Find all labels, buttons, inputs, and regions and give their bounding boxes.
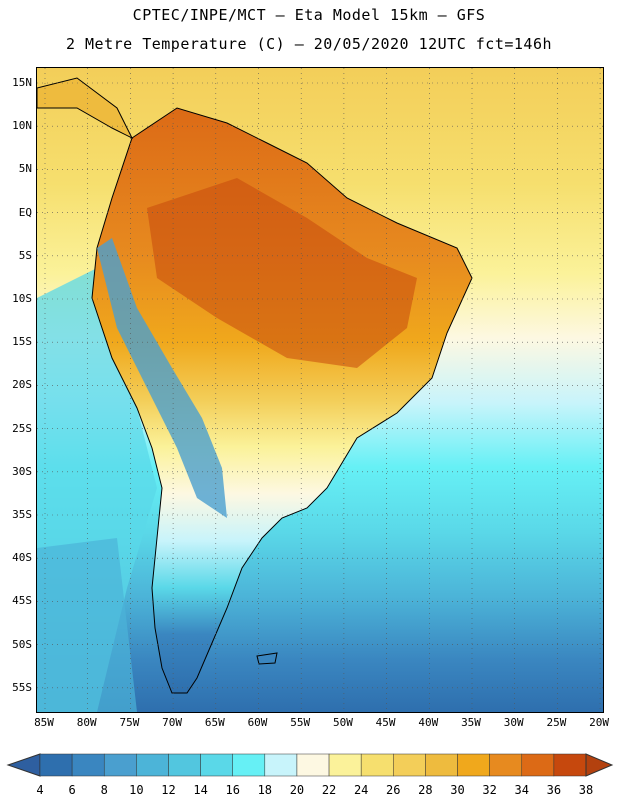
colorbar-segment bbox=[489, 753, 523, 777]
andes-cold-strip bbox=[97, 238, 227, 518]
colorbar-tick-label: 36 bbox=[546, 783, 562, 797]
colorbar-low-arrow bbox=[6, 753, 41, 777]
falkland-islands bbox=[256, 652, 278, 665]
longitude-label: 30W bbox=[503, 716, 524, 729]
latitude-label: 5N bbox=[18, 162, 32, 176]
colorbar-tick-label: 8 bbox=[100, 783, 108, 797]
colorbar-segment bbox=[103, 753, 137, 777]
longitude-label: 80W bbox=[76, 716, 97, 729]
colorbar-tick-label: 6 bbox=[68, 783, 76, 797]
colorbar-tick-label: 34 bbox=[514, 783, 529, 797]
colorbar-segment bbox=[71, 753, 105, 777]
colorbar-tick-label: 26 bbox=[386, 783, 401, 797]
colorbar-tick-label: 30 bbox=[450, 783, 465, 797]
map-subtitle: 2 Metre Temperature (C) – 20/05/2020 12U… bbox=[65, 35, 553, 53]
colorbar-segment bbox=[264, 753, 298, 777]
latitude-label: 30S bbox=[12, 464, 32, 478]
longitude-label: 20W bbox=[589, 716, 610, 729]
colorbar-segment bbox=[200, 753, 233, 777]
colorbar-tick-label: 28 bbox=[418, 783, 433, 797]
latitude-label: 35S bbox=[12, 508, 32, 521]
colorbar-segment bbox=[296, 753, 330, 777]
longitude-label: 45W bbox=[375, 716, 396, 729]
colorbar-tick-label: 16 bbox=[225, 783, 240, 797]
longitude-label: 25W bbox=[546, 716, 567, 729]
latitude-label: 10N bbox=[12, 119, 32, 133]
longitude-label: 70W bbox=[162, 716, 183, 729]
colorbar-tick-label: 12 bbox=[161, 783, 176, 797]
map-svg bbox=[37, 68, 603, 712]
colorbar-segment bbox=[393, 753, 426, 777]
latitude-label: 50S bbox=[12, 637, 32, 651]
latitude-label: 15N bbox=[12, 76, 32, 89]
amazon-hot-core bbox=[147, 178, 417, 368]
latitude-label: 40S bbox=[12, 551, 32, 565]
colorbar-segment bbox=[328, 753, 362, 777]
latitude-label: 25S bbox=[12, 421, 32, 435]
colorbar-segment bbox=[521, 753, 555, 777]
map-title: CPTEC/INPE/MCT – Eta Model 15km – GFS bbox=[132, 6, 486, 24]
colorbar-segment bbox=[168, 753, 201, 777]
longitude-label: 75W bbox=[119, 716, 140, 729]
colorbar-tick-label: 38 bbox=[578, 783, 594, 797]
latitude-label: 5S bbox=[18, 248, 32, 262]
colorbar-tick-label: 10 bbox=[129, 783, 144, 797]
colorbar-segment bbox=[232, 753, 266, 777]
colorbar-tick-label: 14 bbox=[193, 783, 208, 797]
colorbar-tick-label: 4 bbox=[36, 783, 44, 797]
temperature-map bbox=[36, 67, 604, 713]
latitude-label: 10S bbox=[12, 292, 32, 305]
latitude-label: 55S bbox=[12, 680, 32, 694]
longitude-label: 55W bbox=[290, 716, 311, 729]
latitude-label: 15S bbox=[12, 335, 32, 349]
longitude-label: 65W bbox=[204, 716, 225, 729]
longitude-label: 50W bbox=[332, 716, 353, 729]
latitude-label: EQ bbox=[18, 205, 32, 219]
colorbar-segment bbox=[553, 753, 587, 777]
colorbar-tick-label: 18 bbox=[257, 783, 273, 797]
colorbar-tick-label: 22 bbox=[321, 783, 337, 797]
colorbar bbox=[6, 753, 614, 777]
longitude-label: 85W bbox=[34, 716, 54, 729]
colorbar-tick-label: 24 bbox=[353, 783, 369, 797]
longitude-label: 35W bbox=[461, 716, 481, 729]
colorbar-tick-label: 20 bbox=[289, 783, 305, 797]
latitude-label: 45S bbox=[12, 594, 32, 608]
colorbar-segment bbox=[457, 753, 490, 777]
central-america bbox=[37, 77, 134, 140]
latitude-label: 20S bbox=[12, 378, 32, 392]
colorbar-tick-label: 32 bbox=[482, 783, 497, 797]
colorbar-segment bbox=[136, 753, 169, 777]
colorbar-segment bbox=[360, 753, 394, 777]
colorbar-segment bbox=[39, 753, 73, 777]
colorbar-high-arrow bbox=[585, 753, 614, 777]
longitude-label: 60W bbox=[247, 716, 268, 729]
longitude-label: 40W bbox=[418, 716, 439, 729]
colorbar-segment bbox=[425, 753, 458, 777]
